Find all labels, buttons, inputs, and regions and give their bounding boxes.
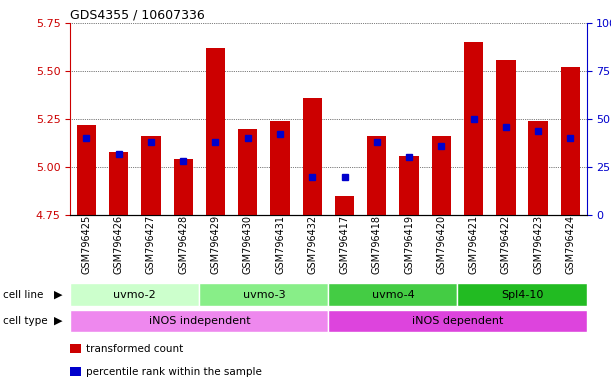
Bar — [199, 283, 329, 306]
Text: GSM796418: GSM796418 — [372, 215, 382, 274]
Bar — [70, 283, 199, 306]
Bar — [238, 129, 257, 215]
Text: iNOS dependent: iNOS dependent — [412, 316, 503, 326]
Text: cell line: cell line — [3, 290, 43, 300]
Bar — [109, 152, 128, 215]
Bar — [141, 136, 161, 215]
Bar — [431, 136, 451, 215]
Text: GSM796423: GSM796423 — [533, 215, 543, 274]
Text: GSM796430: GSM796430 — [243, 215, 253, 274]
Text: GSM796424: GSM796424 — [565, 215, 576, 274]
Text: cell type: cell type — [3, 316, 48, 326]
Text: GSM796420: GSM796420 — [436, 215, 447, 274]
Bar — [70, 310, 329, 332]
Bar — [70, 367, 81, 376]
Text: GSM796428: GSM796428 — [178, 215, 188, 274]
Bar — [529, 121, 548, 215]
Text: ▶: ▶ — [54, 316, 62, 326]
Text: GSM796425: GSM796425 — [81, 215, 92, 274]
Bar — [270, 121, 290, 215]
Text: GSM796419: GSM796419 — [404, 215, 414, 274]
Text: GSM796422: GSM796422 — [501, 215, 511, 274]
Bar — [458, 283, 587, 306]
Bar — [561, 67, 580, 215]
Text: percentile rank within the sample: percentile rank within the sample — [86, 367, 262, 377]
Text: uvmo-4: uvmo-4 — [371, 290, 414, 300]
Bar — [367, 136, 387, 215]
Bar — [335, 196, 354, 215]
Text: uvmo-2: uvmo-2 — [114, 290, 156, 300]
Bar — [496, 60, 516, 215]
Bar — [174, 159, 193, 215]
Text: iNOS independent: iNOS independent — [148, 316, 250, 326]
Text: GSM796431: GSM796431 — [275, 215, 285, 274]
Bar — [206, 48, 225, 215]
Text: Spl4-10: Spl4-10 — [501, 290, 543, 300]
Text: GSM796432: GSM796432 — [307, 215, 317, 274]
Text: GSM796429: GSM796429 — [210, 215, 221, 274]
Bar — [400, 156, 419, 215]
Text: GSM796421: GSM796421 — [469, 215, 478, 274]
Bar — [329, 283, 458, 306]
Text: transformed count: transformed count — [86, 344, 183, 354]
Text: GSM796417: GSM796417 — [340, 215, 349, 274]
Text: GSM796426: GSM796426 — [114, 215, 123, 274]
Text: GSM796427: GSM796427 — [146, 215, 156, 274]
Bar — [77, 125, 96, 215]
Text: ▶: ▶ — [54, 290, 62, 300]
Bar — [70, 344, 81, 353]
Bar — [329, 310, 587, 332]
Text: uvmo-3: uvmo-3 — [243, 290, 285, 300]
Bar — [302, 98, 322, 215]
Text: GDS4355 / 10607336: GDS4355 / 10607336 — [70, 9, 205, 22]
Bar — [464, 42, 483, 215]
